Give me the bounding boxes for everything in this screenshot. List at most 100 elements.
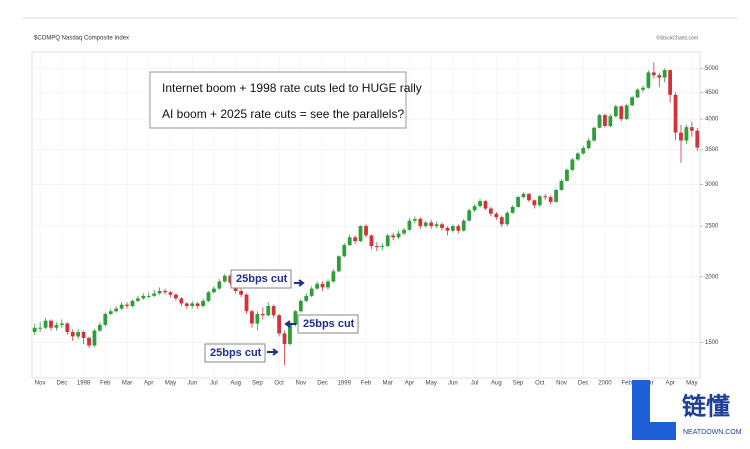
cut-arrow — [284, 320, 296, 328]
x-tick-label: Apr — [665, 381, 674, 387]
candle-body — [97, 324, 102, 331]
candle-body — [43, 320, 48, 328]
candle-body — [684, 127, 689, 141]
candle-body — [54, 324, 59, 328]
candle-body — [293, 311, 298, 325]
candle-body — [402, 229, 406, 234]
watermark-logo — [632, 380, 676, 440]
candle-body — [168, 292, 173, 295]
candle-body — [483, 201, 488, 209]
cut-box — [204, 343, 266, 363]
candle-body — [92, 330, 97, 346]
cut-label: 25bps cut — [236, 273, 288, 285]
candle-body — [608, 116, 613, 127]
candle-body — [320, 283, 325, 288]
candle-body — [391, 235, 396, 238]
x-tick-label: Sep — [252, 381, 263, 387]
x-tick-label: Feb — [622, 381, 633, 387]
candle-body — [353, 237, 358, 242]
x-tick-label: Jun — [448, 381, 458, 387]
x-tick-label: Jun — [187, 381, 197, 387]
candle-body — [125, 304, 129, 307]
cut-arrow — [294, 279, 305, 287]
candle-body — [570, 159, 575, 170]
x-tick-label: Dec — [57, 381, 68, 387]
candle-body — [429, 222, 434, 227]
cut-box — [297, 314, 359, 334]
candle-body — [646, 72, 651, 88]
candle-body — [298, 300, 303, 312]
x-tick-label: May — [686, 381, 697, 387]
candle-body — [521, 193, 526, 198]
x-tick-label: Apr — [405, 381, 414, 387]
y-tick-label: 4000 — [705, 117, 719, 123]
candle-body — [440, 224, 444, 228]
candle-body — [179, 298, 184, 304]
x-tick-label: Nov — [556, 381, 567, 387]
source: ©StockCharts.com — [656, 34, 698, 41]
x-tick-label: Jul — [471, 381, 479, 387]
candle-body — [396, 233, 401, 238]
candle-body — [174, 294, 178, 299]
annotation: Internet boom + 1998 rate cuts led to HU… — [162, 81, 422, 95]
x-tick-label: May — [425, 381, 436, 387]
candle-body — [434, 224, 439, 227]
candle-body — [358, 226, 363, 242]
candle-body — [65, 323, 70, 333]
candle-body — [527, 193, 531, 201]
candle-body — [554, 189, 558, 202]
candle-body — [304, 295, 309, 301]
x-tick-label: Aug — [491, 381, 502, 387]
x-tick-label: Apr — [144, 381, 153, 387]
x-tick-label: Oct — [274, 381, 284, 387]
candle-body — [76, 332, 81, 337]
y-tick-label: 4500 — [705, 90, 719, 96]
candle-body — [32, 327, 37, 333]
candle-body — [250, 311, 254, 324]
cut-label: 25bps cut — [303, 318, 355, 330]
candle-body — [282, 333, 287, 344]
candle-body — [407, 220, 412, 230]
y-tick-label: 3000 — [705, 182, 719, 188]
candle-body — [136, 298, 140, 301]
candle-body — [510, 206, 515, 213]
candle-body — [668, 70, 673, 95]
x-tick-label: Jul — [210, 381, 218, 387]
candle-body — [119, 304, 124, 309]
candle-body — [412, 218, 417, 221]
candle-body — [190, 303, 195, 307]
candle-body — [489, 208, 493, 214]
candle-body — [679, 132, 683, 141]
x-tick-label: 1999 — [338, 381, 352, 387]
x-tick-label: Oct — [535, 381, 545, 387]
candle-body — [516, 197, 520, 207]
candle-body — [49, 320, 53, 328]
candle-body — [423, 222, 428, 227]
candle-body — [108, 311, 113, 314]
candle-body — [195, 303, 200, 307]
candle-body — [581, 148, 586, 154]
candle-body — [565, 169, 569, 181]
candle-body — [217, 281, 222, 289]
candle-body — [662, 70, 667, 78]
x-tick-label: Feb — [361, 381, 372, 387]
candle-body — [369, 235, 374, 247]
candle-body — [380, 246, 385, 248]
y-tick-label: 2500 — [705, 224, 719, 230]
cut-arrow — [267, 348, 279, 356]
candle-body — [630, 97, 635, 106]
candle-body — [141, 295, 146, 299]
candle-body — [157, 290, 162, 294]
candle-body — [494, 213, 499, 218]
candle-body — [336, 256, 341, 272]
candle-body — [450, 226, 455, 231]
candle-body — [364, 226, 368, 236]
candle-body — [228, 275, 233, 283]
y-tick-label: 2000 — [705, 274, 719, 280]
candle-body — [315, 283, 320, 289]
x-tick-label: Mar — [122, 381, 132, 387]
candle-body — [657, 75, 662, 78]
candle-body — [114, 308, 119, 312]
y-tick-label: 3500 — [705, 147, 719, 153]
